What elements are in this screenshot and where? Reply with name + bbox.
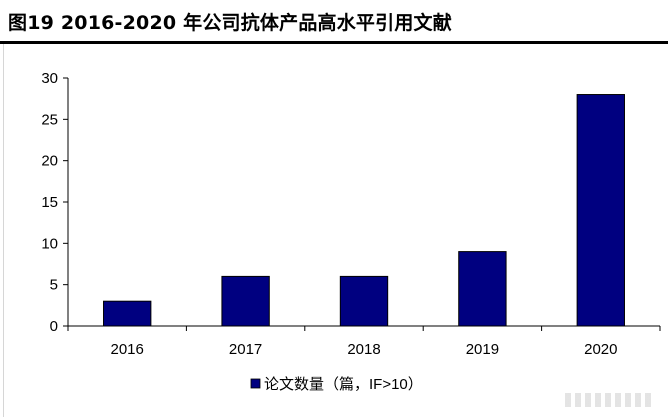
x-tick-label: 2018 (347, 341, 380, 358)
y-tick-label: 5 (50, 277, 58, 294)
y-tick-label: 15 (41, 194, 58, 211)
bar-2016 (103, 300, 152, 327)
y-tick-label: 25 (41, 111, 58, 128)
bar-2020 (576, 94, 625, 327)
left-border (3, 44, 4, 417)
x-tick-label: 2020 (584, 341, 617, 358)
x-tick-label: 2016 (111, 341, 144, 358)
title-underline (0, 41, 668, 44)
x-tick-label: 2019 (466, 341, 499, 358)
y-tick-label: 10 (41, 235, 58, 252)
legend-swatch (250, 378, 261, 389)
chart-title: 图19 2016-2020 年公司抗体产品高水平引用文献 (8, 12, 452, 34)
y-tick-label: 30 (41, 70, 58, 87)
bar-2019 (458, 251, 507, 327)
y-tick-label: 20 (41, 153, 58, 170)
chart-bars (103, 94, 625, 327)
y-tick-label: 0 (50, 318, 58, 335)
x-tick-label: 2017 (229, 341, 262, 358)
legend-label: 论文数量（篇，IF>10） (264, 375, 423, 393)
bar-2017 (221, 275, 270, 327)
watermark (565, 393, 655, 407)
bar-2018 (339, 275, 389, 327)
chart-legend: 论文数量（篇，IF>10） (250, 375, 423, 393)
